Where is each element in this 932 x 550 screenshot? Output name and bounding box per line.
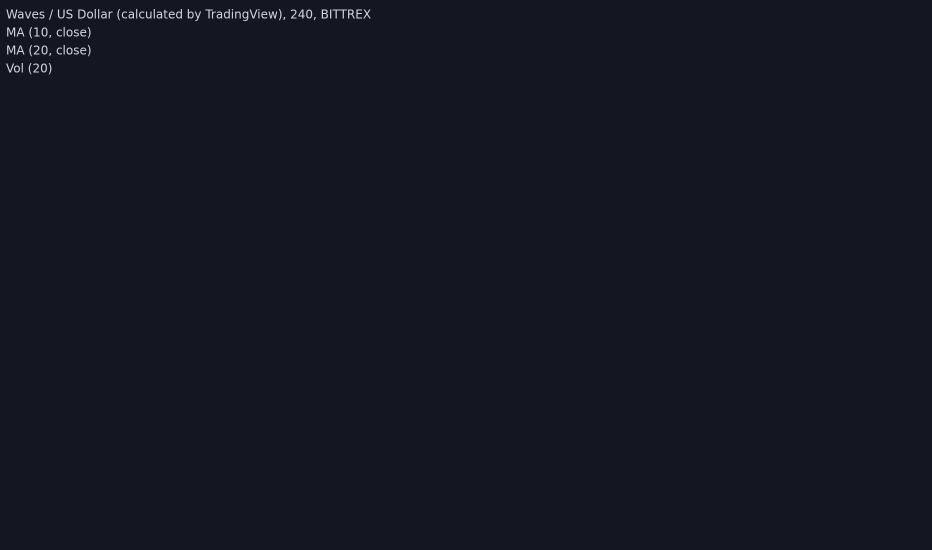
legend-entry: MA (20, close) — [6, 44, 92, 58]
legend-entry: Vol (20) — [6, 62, 52, 76]
chart-title: Waves / US Dollar (calculated by Trading… — [6, 8, 371, 22]
legend-entry: MA (10, close) — [6, 26, 92, 40]
